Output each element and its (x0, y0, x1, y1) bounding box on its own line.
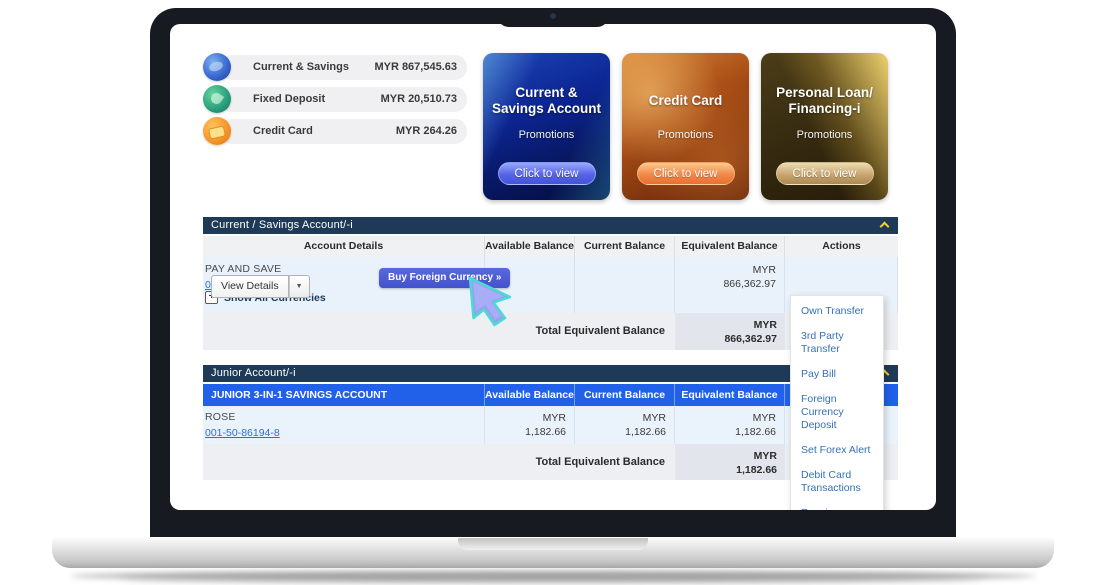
currency-code: MYR (753, 319, 777, 331)
list-item[interactable]: Credit Card MYR 264.26 (203, 117, 467, 145)
available-balance-cell: MYR 1,182.66 (485, 406, 575, 444)
laptop-screen: Current & Savings MYR 867,545.63 Fixed D… (170, 24, 936, 510)
current-savings-section: Current / Savings Account/-i Account Det… (203, 217, 898, 350)
col-account-details: Account Details (203, 236, 485, 257)
promo-title: Current & Savings Account (491, 85, 602, 116)
available-balance-cell (485, 257, 575, 313)
click-to-view-button[interactable]: Click to view (636, 162, 735, 185)
camera-notch (497, 8, 609, 27)
promotions-row: Current & Savings Account Promotions Cli… (483, 53, 888, 200)
section-title: Junior Account/-i (211, 367, 296, 379)
amount: 1,182.66 (525, 426, 566, 438)
account-summary-list: Current & Savings MYR 867,545.63 Fixed D… (203, 53, 467, 151)
laptop-shadow (120, 574, 986, 582)
currency-code: MYR (752, 412, 776, 424)
buy-foreign-currency-button[interactable]: Buy Foreign Currency » (379, 268, 511, 288)
promo-card-current-savings[interactable]: Current & Savings Account Promotions Cli… (483, 53, 610, 200)
table-row: ROSE 001-50-86194-8 MYR 1,182.66 MYR 1,1… (203, 406, 898, 444)
summary-pill (220, 55, 467, 80)
promo-subtitle: Promotions (657, 129, 714, 141)
currency-code: MYR (753, 450, 777, 462)
view-details-dropdown-menu: Own Transfer 3rd Party Transfer Pay Bill… (790, 295, 884, 510)
account-name: PAY AND SAVE (205, 263, 282, 275)
amount: 1,182.66 (625, 426, 666, 438)
amount: 866,362.97 (724, 333, 777, 345)
menu-item-debit-card-transactions[interactable]: Debit Card Transactions (801, 469, 861, 494)
actions-cell: View Details ▼ (211, 257, 898, 313)
current-balance-cell (575, 257, 675, 313)
col-current-balance: Current Balance (575, 384, 675, 406)
promo-subtitle: Promotions (518, 129, 575, 141)
total-row: Total Equivalent Balance MYR 1,182.66 (203, 444, 898, 480)
menu-item-set-forex-alert[interactable]: Set Forex Alert (801, 444, 871, 456)
section-title: Current / Savings Account/-i (211, 219, 353, 231)
summary-pill (220, 87, 467, 112)
junior-account-section: Junior Account/-i JUNIOR 3-IN-1 SAVINGS … (203, 365, 898, 480)
laptop-base (52, 538, 1054, 568)
section-header[interactable]: Junior Account/-i (203, 365, 898, 382)
laptop-thumb-notch (458, 538, 648, 550)
promo-card-personal-loan[interactable]: Personal Loan/ Financing-i Promotions Cl… (761, 53, 888, 200)
amount: 866,362.97 (723, 278, 776, 290)
chevron-up-icon[interactable] (879, 221, 890, 232)
col-actions: Actions (822, 240, 861, 252)
junior-table-header-row: JUNIOR 3-IN-1 SAVINGS ACCOUNT Available … (203, 384, 898, 406)
promo-title: Personal Loan/ Financing-i (776, 85, 873, 116)
account-name: ROSE (205, 411, 236, 423)
currency-code: MYR (752, 264, 776, 276)
promo-title: Credit Card (648, 93, 723, 108)
total-equivalent-label: Total Equivalent Balance (535, 456, 665, 468)
col-equivalent-balance: Equivalent Balance (675, 236, 785, 257)
total-equivalent-value: MYR 866,362.97 (675, 313, 785, 350)
currency-code: MYR (642, 412, 666, 424)
chevron-right-icon: » (495, 272, 502, 283)
account-number-link[interactable]: 001-50-86194-8 (205, 427, 280, 439)
summary-label: Fixed Deposit (253, 93, 326, 105)
credit-card-icon (203, 117, 231, 145)
dropdown-caret-icon[interactable]: ▼ (288, 275, 310, 298)
view-details-button[interactable]: View Details (211, 275, 289, 298)
col-available-balance: Available Balance (485, 236, 575, 257)
menu-item-receive-payment[interactable]: Receive Payment (791, 501, 883, 510)
currency-code: MYR (542, 412, 566, 424)
click-to-view-button[interactable]: Click to view (775, 162, 874, 185)
section-header[interactable]: Current / Savings Account/-i (203, 217, 898, 234)
fixed-deposit-icon (203, 85, 231, 113)
laptop-bezel: Current & Savings MYR 867,545.63 Fixed D… (150, 8, 956, 537)
col-junior-account: JUNIOR 3-IN-1 SAVINGS ACCOUNT (203, 384, 485, 406)
summary-amount: MYR 867,545.63 (374, 61, 457, 73)
summary-amount: MYR 264.26 (395, 125, 457, 137)
total-equivalent-value: MYR 1,182.66 (675, 444, 785, 480)
table-header-row: Account Details Available Balance Curren… (203, 236, 898, 257)
list-item[interactable]: Current & Savings MYR 867,545.63 (203, 53, 467, 81)
menu-item-pay-bill[interactable]: Pay Bill (801, 368, 837, 380)
summary-label: Current & Savings (253, 61, 349, 73)
promo-subtitle: Promotions (796, 129, 853, 141)
globe-icon (203, 53, 231, 81)
view-details-group: View Details ▼ (211, 275, 310, 298)
webcam-icon (550, 13, 556, 19)
summary-amount: MYR 20,510.73 (380, 93, 457, 105)
list-item[interactable]: Fixed Deposit MYR 20,510.73 (203, 85, 467, 113)
table-row: PAY AND SAVE 001-00-96721-8 + Show All C… (203, 257, 898, 313)
menu-item-foreign-currency-deposit[interactable]: Foreign Currency Deposit (801, 393, 844, 431)
col-available-balance: Available Balance (485, 384, 575, 406)
total-row: Total Equivalent Balance MYR 866,362.97 (203, 313, 898, 350)
menu-item-own-transfer[interactable]: Own Transfer (801, 305, 865, 317)
col-equivalent-balance: Equivalent Balance (675, 384, 785, 406)
current-balance-cell: MYR 1,182.66 (575, 406, 675, 444)
amount: 1,182.66 (736, 464, 777, 476)
amount: 1,182.66 (735, 426, 776, 438)
equivalent-balance-cell: MYR 866,362.97 (675, 257, 785, 313)
promo-card-credit-card[interactable]: Credit Card Promotions Click to view (622, 53, 749, 200)
click-to-view-button[interactable]: Click to view (497, 162, 596, 185)
summary-pill (220, 119, 467, 144)
equivalent-balance-cell: MYR 1,182.66 (675, 406, 785, 444)
menu-item-3rd-party-transfer[interactable]: 3rd Party Transfer (801, 330, 844, 355)
summary-label: Credit Card (253, 125, 313, 137)
col-current-balance: Current Balance (575, 236, 675, 257)
total-equivalent-label: Total Equivalent Balance (535, 325, 665, 337)
